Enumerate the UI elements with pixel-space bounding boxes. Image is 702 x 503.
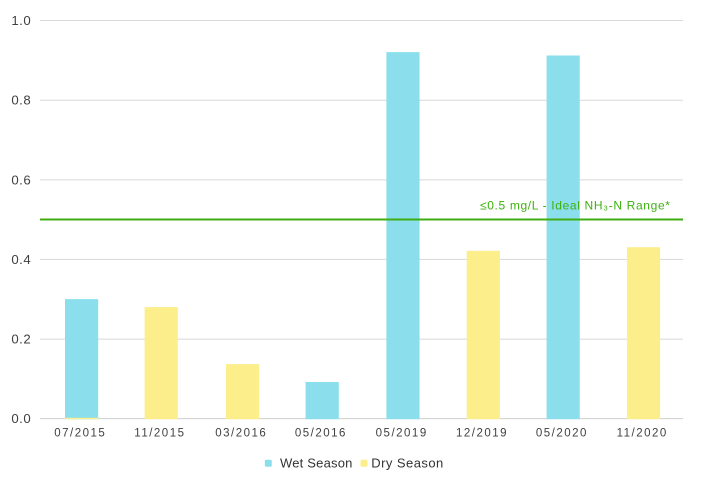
svg-text:≤0.5 mg/L - Ideal NH₃-N Range*: ≤0.5 mg/L - Ideal NH₃-N Range* (480, 198, 671, 212)
svg-text:1.0: 1.0 (11, 13, 31, 28)
svg-text:07/2015: 07/2015 (54, 428, 106, 440)
svg-text:11/2020: 11/2020 (617, 428, 668, 440)
svg-text:11/2015: 11/2015 (134, 428, 185, 440)
svg-text:05/2016: 05/2016 (295, 428, 347, 440)
svg-text:05/2020: 05/2020 (536, 428, 588, 440)
svg-text:05/2019: 05/2019 (376, 428, 428, 440)
svg-text:Dry Season: Dry Season (371, 455, 443, 470)
svg-text:Wet Season: Wet Season (280, 455, 353, 470)
svg-text:0.8: 0.8 (11, 93, 31, 108)
svg-text:03/2016: 03/2016 (215, 428, 267, 440)
svg-text:0.4: 0.4 (11, 252, 31, 267)
svg-text:12/2019: 12/2019 (456, 428, 508, 440)
svg-text:0.0: 0.0 (11, 411, 31, 426)
svg-text:0.6: 0.6 (11, 172, 31, 187)
svg-text:0.2: 0.2 (11, 332, 31, 347)
